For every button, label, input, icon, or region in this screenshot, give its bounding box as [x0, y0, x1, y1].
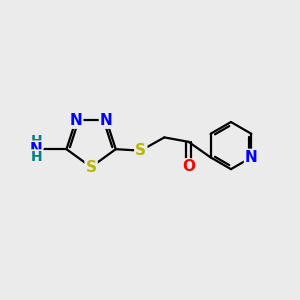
- Text: O: O: [182, 159, 195, 174]
- Text: N: N: [29, 142, 42, 157]
- Text: H: H: [31, 150, 43, 164]
- Text: N: N: [245, 150, 258, 165]
- Text: S: S: [85, 160, 97, 175]
- Text: H: H: [31, 134, 43, 148]
- Text: N: N: [100, 113, 113, 128]
- Text: N: N: [70, 113, 82, 128]
- Text: S: S: [135, 143, 146, 158]
